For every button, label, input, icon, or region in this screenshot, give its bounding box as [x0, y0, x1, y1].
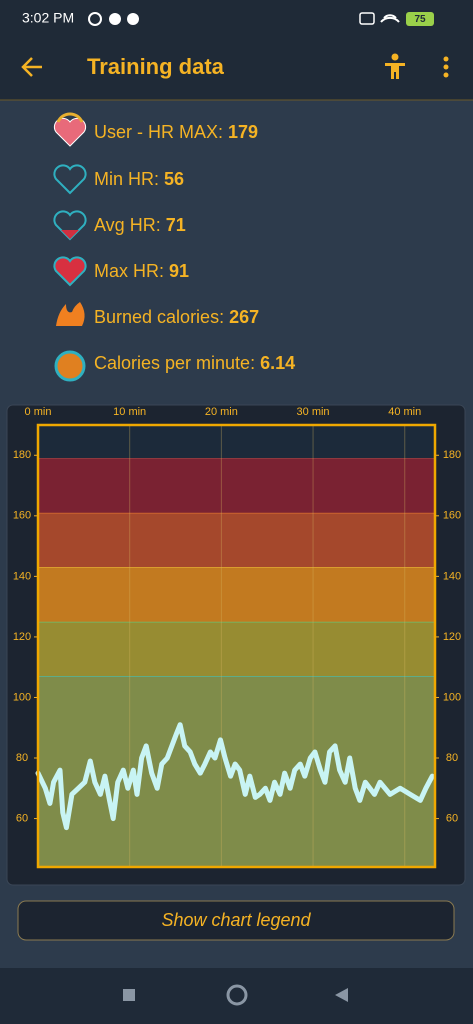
hr-zone [38, 512, 435, 568]
stat-value: 56 [164, 169, 184, 189]
back-button[interactable] [21, 57, 42, 77]
y-tick-label: 100 [13, 691, 31, 703]
stat: User - HR MAX: 179 [94, 122, 258, 142]
stat-label: Max HR: [94, 261, 164, 281]
stat-label: Min HR: [94, 169, 159, 189]
y2-tick-label: 180 [443, 449, 461, 461]
y2-tick-label: 60 [446, 812, 458, 824]
status-time: 3:02 PM [22, 10, 74, 26]
y2-tick-label: 120 [443, 631, 461, 643]
stat: Calories per minute: 6.14 [94, 353, 295, 373]
stat-value: 179 [228, 122, 258, 142]
nav-home[interactable] [226, 984, 248, 1006]
plot [34, 423, 439, 869]
stat: Min HR: 56 [94, 169, 184, 189]
stat-value: 267 [229, 307, 259, 327]
battery-level: 75 [414, 14, 426, 25]
stat-label: Avg HR: [94, 215, 161, 235]
hr-zone [38, 676, 435, 867]
menu-button[interactable] [443, 56, 449, 78]
stat: Avg HR: 71 [94, 215, 186, 235]
x-tick-label: 20 min [205, 406, 238, 418]
nav-back[interactable] [335, 988, 348, 1002]
stat: Max HR: 91 [94, 261, 189, 281]
plot-border [36, 423, 437, 869]
y2-tick-label: 80 [446, 752, 458, 764]
x-tick-label: 10 min [113, 406, 146, 418]
hr-zone [38, 567, 435, 622]
app-title: Training data [87, 54, 225, 79]
stat-value: 71 [166, 215, 186, 235]
x-tick-label: 30 min [297, 406, 330, 418]
stat-value: 91 [169, 261, 189, 281]
status-icons [88, 12, 434, 26]
hr-zone [38, 425, 435, 459]
nav-recent[interactable] [123, 989, 135, 1001]
y2-tick-label: 100 [443, 691, 461, 703]
hr-zone [38, 458, 435, 513]
legend-button-label: Show chart legend [161, 910, 311, 930]
y-tick-label: 180 [13, 449, 31, 461]
accessibility-button[interactable] [385, 53, 405, 80]
stat-label: User - HR MAX: [94, 122, 223, 142]
x-tick-label: 40 min [388, 406, 421, 418]
stat-value: 6.14 [260, 353, 295, 373]
hr-line [35, 722, 435, 831]
y-tick-label: 140 [13, 570, 31, 582]
legend-button[interactable] [17, 900, 455, 941]
hr-zone [38, 621, 435, 677]
nav-bar [0, 968, 473, 1024]
stat: Burned calories: 267 [94, 307, 259, 327]
x-tick-label: 0 min [25, 406, 52, 418]
y-tick-label: 120 [13, 631, 31, 643]
y-tick-label: 80 [16, 752, 28, 764]
y-tick-label: 60 [16, 812, 28, 824]
stat-label: Burned calories: [94, 307, 224, 327]
y-tick-label: 160 [13, 510, 31, 522]
y2-tick-label: 140 [443, 570, 461, 582]
stat-icons [53, 112, 87, 382]
stat-label: Calories per minute: [94, 353, 255, 373]
y2-tick-label: 160 [443, 510, 461, 522]
